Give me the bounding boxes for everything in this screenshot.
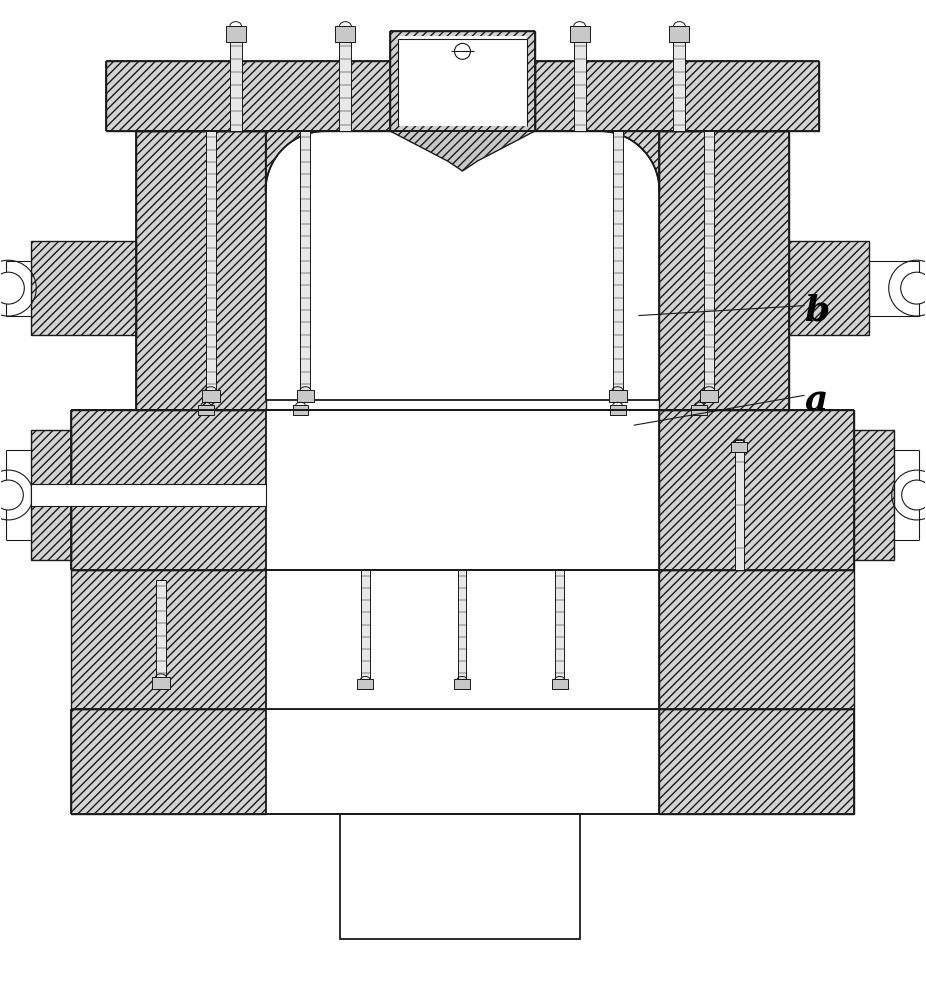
Polygon shape — [659, 410, 854, 570]
Polygon shape — [71, 570, 266, 709]
Text: b: b — [805, 294, 830, 328]
Bar — [339, 26, 351, 131]
Bar — [692, 405, 707, 415]
Polygon shape — [659, 709, 854, 814]
Bar — [301, 131, 310, 390]
Text: a: a — [805, 383, 828, 417]
Polygon shape — [71, 410, 266, 570]
Bar — [454, 679, 470, 689]
Circle shape — [0, 272, 24, 304]
Bar — [152, 677, 169, 689]
Bar — [361, 570, 369, 679]
Bar — [201, 405, 210, 410]
Bar — [266, 570, 659, 709]
Bar — [552, 679, 568, 689]
Bar — [574, 26, 585, 131]
Polygon shape — [71, 709, 266, 814]
Bar — [613, 131, 622, 390]
Bar — [156, 580, 166, 679]
Polygon shape — [266, 131, 325, 191]
Bar — [673, 26, 685, 131]
Bar — [293, 405, 308, 415]
Polygon shape — [535, 61, 819, 131]
Polygon shape — [659, 570, 854, 709]
Bar — [341, 814, 580, 939]
Bar — [705, 131, 714, 390]
Bar — [266, 709, 659, 814]
Circle shape — [0, 480, 23, 510]
Polygon shape — [31, 241, 136, 335]
Polygon shape — [390, 31, 535, 131]
Polygon shape — [854, 430, 894, 560]
Bar — [335, 26, 356, 42]
Bar — [734, 440, 744, 570]
Polygon shape — [600, 131, 659, 191]
Polygon shape — [31, 430, 71, 560]
Bar — [266, 410, 659, 570]
Polygon shape — [136, 131, 266, 410]
Polygon shape — [789, 241, 869, 335]
Circle shape — [901, 272, 926, 304]
Bar — [226, 26, 245, 42]
Circle shape — [902, 480, 926, 510]
Bar — [296, 405, 305, 410]
Bar — [206, 131, 216, 390]
Bar — [700, 390, 719, 402]
Bar — [296, 390, 315, 402]
Bar — [202, 390, 219, 402]
Bar — [669, 26, 689, 42]
Bar — [398, 36, 527, 126]
Bar — [694, 405, 704, 410]
Bar — [230, 26, 242, 131]
Polygon shape — [106, 61, 390, 131]
Bar — [31, 484, 266, 506]
Bar — [198, 405, 214, 415]
Bar — [357, 679, 373, 689]
Bar — [457, 570, 467, 679]
Polygon shape — [659, 131, 789, 410]
Bar — [608, 390, 627, 402]
Bar — [613, 405, 622, 410]
Bar — [266, 131, 659, 400]
Bar — [569, 26, 590, 42]
Polygon shape — [390, 131, 535, 171]
Bar — [732, 442, 747, 452]
Bar — [556, 570, 564, 679]
Bar — [609, 405, 625, 415]
